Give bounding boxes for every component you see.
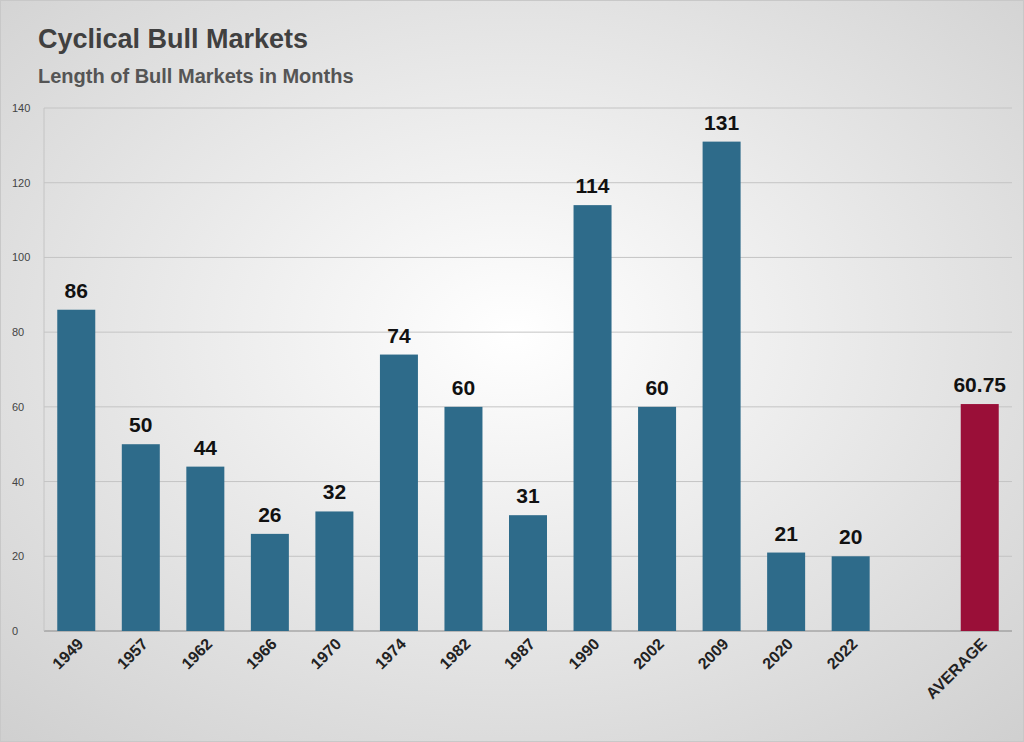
y-tick-label: 140 — [12, 102, 30, 114]
grid-line — [44, 406, 1012, 407]
bar — [57, 310, 95, 631]
data-label: 114 — [576, 174, 610, 197]
y-tick-label: 40 — [12, 476, 24, 488]
bar — [122, 444, 160, 631]
grid-line — [44, 108, 1012, 109]
data-label: 31 — [516, 484, 540, 507]
grid-line — [44, 332, 1012, 333]
x-tick-label: 1982 — [436, 635, 473, 672]
x-tick-label: 2020 — [759, 635, 796, 672]
x-tick-label: AVERAGE — [923, 635, 990, 702]
x-tick-label: 2002 — [630, 635, 667, 672]
grid-line — [44, 257, 1012, 258]
title: Cyclical Bull Markets — [38, 24, 308, 54]
data-label: 131 — [704, 111, 739, 134]
grid-line — [44, 182, 1012, 183]
x-tick-label: 1966 — [243, 635, 280, 672]
y-axis-line — [44, 108, 45, 631]
x-tick-label: 1987 — [501, 635, 538, 672]
x-tick-label: 1957 — [114, 635, 151, 672]
data-label: 20 — [839, 525, 862, 548]
data-label: 32 — [323, 480, 346, 503]
data-label: 21 — [774, 522, 798, 545]
data-label: 86 — [65, 279, 88, 302]
data-label: 60 — [645, 376, 668, 399]
subtitle: Length of Bull Markets in Months — [38, 65, 354, 87]
y-tick-label: 20 — [12, 550, 24, 562]
bar — [444, 407, 482, 631]
background — [1, 1, 1024, 742]
x-tick-label: 1962 — [178, 635, 215, 672]
data-label: 74 — [387, 324, 411, 347]
y-tick-label: 0 — [12, 625, 18, 637]
data-label: 60 — [452, 376, 475, 399]
x-tick-label: 1990 — [565, 635, 602, 672]
data-labels: 86 50 44 26 32 74 60 31 114 60 131 21 20 60.75 — [65, 111, 1007, 549]
bar — [380, 355, 418, 631]
chart: Cyclical Bull Markets Length of Bull Mark… — [0, 0, 1024, 742]
bar — [961, 404, 999, 631]
y-tick-label: 60 — [12, 401, 24, 413]
x-tick-label: 1949 — [49, 635, 86, 672]
bar — [509, 515, 547, 631]
bar — [767, 553, 805, 631]
bar — [574, 205, 612, 631]
y-tick-label: 100 — [12, 251, 30, 263]
x-tick-label: 1974 — [372, 635, 409, 672]
x-tick-label: 2022 — [824, 635, 861, 672]
x-tick-label: 2009 — [695, 635, 732, 672]
bar — [315, 511, 353, 631]
data-label: 60.75 — [953, 373, 1006, 396]
x-tick-label: 1970 — [307, 635, 344, 672]
bar — [832, 556, 870, 631]
y-tick-label: 80 — [12, 326, 24, 338]
bar — [638, 407, 676, 631]
data-label: 44 — [194, 436, 218, 459]
data-label: 26 — [258, 503, 281, 526]
data-label: 50 — [129, 413, 152, 436]
bar — [186, 467, 224, 631]
bars — [57, 142, 998, 631]
bar — [251, 534, 289, 631]
bar — [703, 142, 741, 631]
y-tick-label: 120 — [12, 177, 30, 189]
